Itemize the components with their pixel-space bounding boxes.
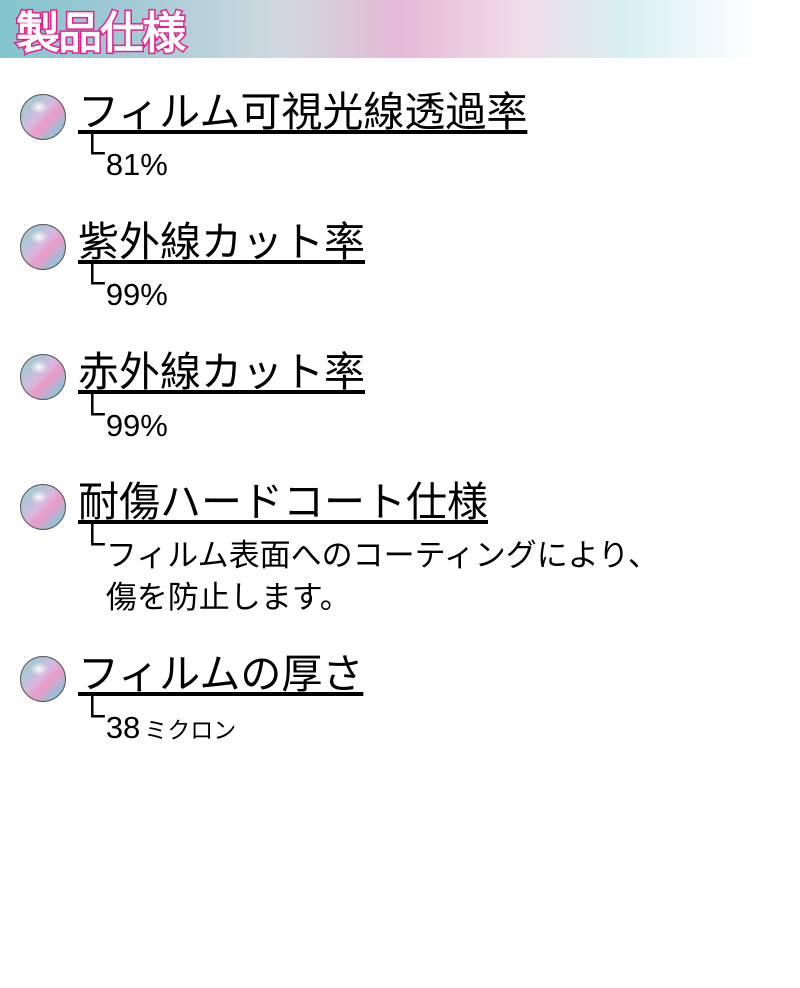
spec-text: 紫外線カット率 └ 99% — [78, 216, 780, 316]
tree-marker-icon: └ — [80, 396, 105, 431]
spec-item: 紫外線カット率 └ 99% — [20, 216, 780, 316]
tree-marker-icon: └ — [80, 698, 105, 733]
spec-title: 紫外線カット率 — [78, 216, 780, 269]
bullet-icon — [20, 354, 66, 400]
spec-value-unit: ミクロン — [144, 717, 236, 743]
page-title: 製品仕様 — [16, 0, 184, 61]
spec-value: 81% — [106, 139, 168, 186]
spec-title: フィルムの厚さ — [78, 648, 780, 701]
spec-value-with-unit: 38ミクロン — [106, 702, 236, 749]
bullet-icon — [20, 224, 66, 270]
spec-value: 99% — [106, 269, 168, 316]
spec-text: フィルム可視光線透過率 └ 81% — [78, 86, 780, 186]
spec-text: 耐傷ハードコート仕様 └ フィルム表面へのコーティングにより、傷を防止します。 — [78, 476, 780, 618]
spec-item: 赤外線カット率 └ 99% — [20, 346, 780, 446]
spec-title: 耐傷ハードコート仕様 — [78, 476, 780, 529]
spec-text: 赤外線カット率 └ 99% — [78, 346, 780, 446]
header-bar: 製品仕様 — [0, 0, 800, 58]
spec-value-row: └ 99% — [78, 400, 780, 447]
tree-marker-icon: └ — [80, 135, 105, 170]
spec-item: 耐傷ハードコート仕様 └ フィルム表面へのコーティングにより、傷を防止します。 — [20, 476, 780, 618]
spec-list: フィルム可視光線透過率 └ 81% 紫外線カット率 └ 99% 赤外線カット率 … — [0, 58, 800, 807]
bullet-icon — [20, 484, 66, 530]
spec-item: フィルムの厚さ └ 38ミクロン — [20, 648, 780, 748]
spec-title: フィルム可視光線透過率 — [78, 86, 780, 139]
spec-value-row: └ 38ミクロン — [78, 702, 780, 749]
spec-value-row: └ 99% — [78, 269, 780, 316]
bullet-icon — [20, 656, 66, 702]
bullet-icon — [20, 94, 66, 140]
tree-marker-icon: └ — [80, 526, 105, 561]
spec-value-row: └ 81% — [78, 139, 780, 186]
spec-value-row: └ フィルム表面へのコーティングにより、傷を防止します。 — [78, 530, 780, 619]
spec-value: 99% — [106, 400, 168, 447]
spec-title: 赤外線カット率 — [78, 346, 780, 399]
spec-value-number: 38 — [106, 710, 140, 745]
spec-text: フィルムの厚さ └ 38ミクロン — [78, 648, 780, 748]
spec-value: フィルム表面へのコーティングにより、傷を防止します。 — [106, 530, 659, 619]
tree-marker-icon: └ — [80, 265, 105, 300]
spec-item: フィルム可視光線透過率 └ 81% — [20, 86, 780, 186]
